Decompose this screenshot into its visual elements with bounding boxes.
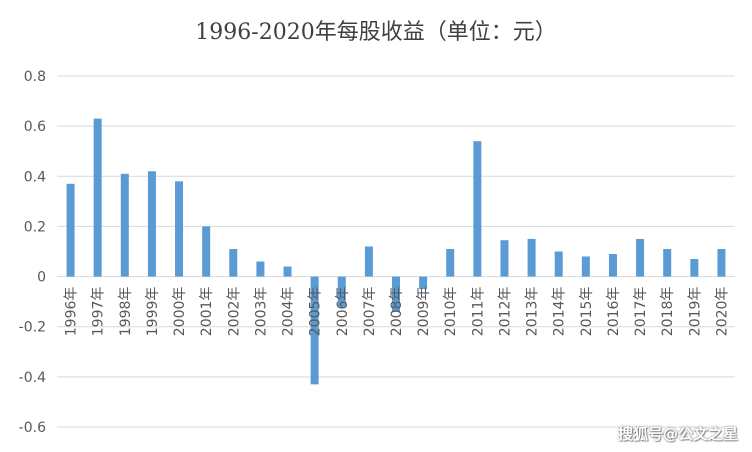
bar xyxy=(283,266,292,277)
bar xyxy=(392,276,400,312)
y-tick-label: -0.2 xyxy=(19,320,46,336)
y-tick-label: 0.8 xyxy=(24,69,46,85)
y-tick-label: -0.4 xyxy=(19,370,46,386)
bar xyxy=(93,118,102,277)
bar xyxy=(419,276,428,290)
x-tick-label: 1999年 xyxy=(145,287,161,337)
watermark-text: 搜狐号@公文之星 xyxy=(617,425,738,443)
bar xyxy=(690,259,699,277)
x-tick-label: 2005年 xyxy=(308,287,324,337)
x-tick-label: 2020年 xyxy=(714,287,730,337)
x-tick-label: 1998年 xyxy=(118,287,134,337)
bar xyxy=(581,256,590,277)
y-tick-label: 0.6 xyxy=(24,119,46,135)
x-tick-label: 2014年 xyxy=(552,287,568,337)
bar xyxy=(446,248,455,277)
x-tick-label: 2019年 xyxy=(687,287,703,337)
bar xyxy=(147,171,156,277)
x-tick-label: 2008年 xyxy=(389,287,405,337)
x-tick-label: 2017年 xyxy=(633,287,649,337)
x-tick-label: 2002年 xyxy=(226,287,242,337)
x-tick-label: 2016年 xyxy=(606,287,622,337)
x-tick-label: 2000年 xyxy=(172,287,188,337)
bar xyxy=(663,248,672,277)
x-tick-label: 2006年 xyxy=(335,287,351,337)
bar xyxy=(500,240,509,277)
x-tick-label: 2013年 xyxy=(525,287,541,337)
y-tick-label: 0.4 xyxy=(24,169,46,185)
y-tick-label: 0.2 xyxy=(24,219,46,235)
x-tick-label: 2009年 xyxy=(416,287,432,337)
bar xyxy=(66,183,75,277)
bar xyxy=(202,226,211,277)
x-tick-label: 1996年 xyxy=(64,287,80,337)
bar xyxy=(120,173,129,277)
bar xyxy=(256,261,265,277)
x-tick-label: 2003年 xyxy=(253,287,269,337)
bar xyxy=(175,181,184,277)
x-tick-label: 2010年 xyxy=(443,287,459,337)
x-tick-label: 1997年 xyxy=(91,287,107,337)
bar xyxy=(473,141,482,277)
y-tick-label: -0.6 xyxy=(19,420,46,436)
bar xyxy=(554,251,563,277)
x-tick-label: 2012年 xyxy=(497,287,513,337)
bar xyxy=(229,248,238,277)
bar xyxy=(527,238,536,277)
bar xyxy=(636,238,645,277)
bar xyxy=(717,248,726,277)
bar xyxy=(337,276,346,307)
bar xyxy=(364,246,373,277)
x-tick-label: 2007年 xyxy=(362,287,378,337)
x-tick-label: 2004年 xyxy=(281,287,297,337)
x-tick-label: 2018年 xyxy=(660,287,676,337)
y-tick-label: 0 xyxy=(37,270,46,286)
bar xyxy=(310,276,319,385)
bar xyxy=(608,254,617,277)
x-tick-label: 2015年 xyxy=(579,287,595,337)
chart-title: 1996-2020年每股收益（单位：元） xyxy=(195,20,557,45)
x-tick-label: 2001年 xyxy=(199,287,215,337)
x-tick-label: 2011年 xyxy=(470,287,486,337)
